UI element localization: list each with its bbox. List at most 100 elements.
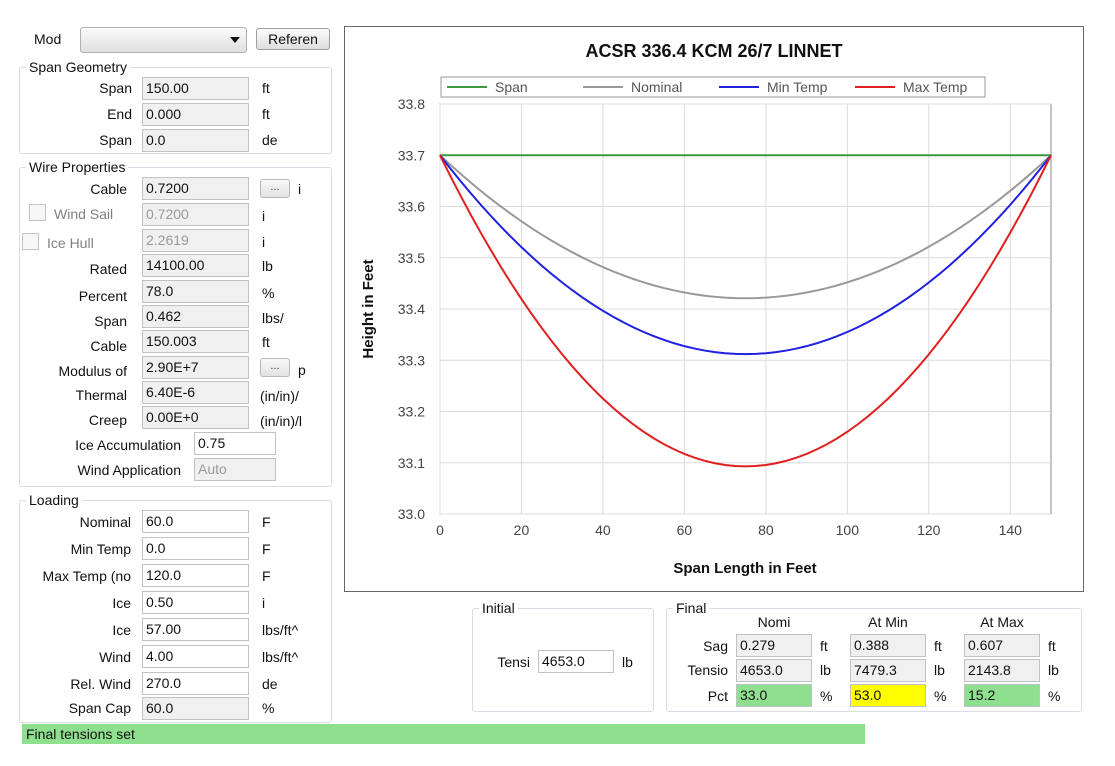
- span-length-label: Span: [99, 80, 132, 96]
- cable-length-unit: ft: [262, 334, 270, 350]
- creep-field[interactable]: 0.00E+0: [142, 406, 249, 429]
- min-temp-label: Min Temp: [70, 541, 131, 557]
- final-sag-nominal-unit: ft: [820, 638, 828, 654]
- initial-tension-unit: lb: [622, 654, 633, 670]
- y-tick-label: 33.0: [398, 506, 425, 522]
- thermal-unit: (in/in)/: [260, 388, 299, 404]
- final-sag-max-field[interactable]: 0.607: [964, 634, 1040, 657]
- ice-thickness-field[interactable]: 0.50: [142, 591, 249, 614]
- span-weight-unit: lbs/: [262, 310, 284, 326]
- chevron-down-icon: [230, 37, 240, 43]
- final-tension-nominal-field[interactable]: 4653.0: [736, 659, 812, 682]
- rated-strength-unit: lb: [262, 258, 273, 274]
- final-sag-min-unit: ft: [934, 638, 942, 654]
- final-pct-min-field[interactable]: 53.0: [850, 684, 926, 707]
- final-sag-min-field[interactable]: 0.388: [850, 634, 926, 657]
- modulus-field[interactable]: 2.90E+7: [142, 356, 249, 379]
- thermal-label: Thermal: [75, 387, 127, 403]
- percent-label: Percent: [78, 288, 127, 304]
- end-elevation-field[interactable]: 0.000: [142, 103, 249, 126]
- ice-accumulation-field[interactable]: 0.75: [194, 432, 276, 455]
- span-angle-field[interactable]: 0.0: [142, 129, 249, 152]
- final-pct-nominal-field[interactable]: 33.0: [736, 684, 812, 707]
- wind-application-field[interactable]: Auto: [194, 458, 276, 481]
- span-geometry-group: Span Geometry: [19, 59, 332, 154]
- percent-unit: %: [262, 285, 275, 301]
- span-cap-field[interactable]: 60.0: [142, 697, 249, 720]
- wind-sail-field[interactable]: 0.7200: [142, 203, 249, 226]
- final-tension-min-field[interactable]: 7479.3: [850, 659, 926, 682]
- thermal-field[interactable]: 6.40E-6: [142, 381, 249, 404]
- cable-diameter-field[interactable]: 0.7200: [142, 177, 249, 200]
- y-tick-label: 33.1: [398, 455, 425, 471]
- final-tension-max-field[interactable]: 2143.8: [964, 659, 1040, 682]
- wind-pressure-label: Wind: [99, 649, 131, 665]
- y-tick-label: 33.5: [398, 250, 425, 266]
- final-pct-min-unit: %: [934, 688, 947, 704]
- final-sag-max-unit: ft: [1048, 638, 1056, 654]
- final-pct-nominal-unit: %: [820, 688, 833, 704]
- ice-thickness-unit: i: [262, 595, 266, 611]
- legend-label: Nominal: [631, 79, 682, 95]
- final-tension-min-unit: lb: [934, 662, 945, 678]
- ice-density-field[interactable]: 57.00: [142, 618, 249, 641]
- mode-dropdown[interactable]: [80, 27, 247, 53]
- final-sag-label: Sag: [703, 638, 728, 654]
- sag-chart-panel: ACSR 336.4 KCM 26/7 LINNET Span Nominal Mi…: [344, 26, 1084, 592]
- span-weight-label: Span: [94, 313, 127, 329]
- x-tick-label: 140: [999, 522, 1023, 538]
- nominal-temp-label: Nominal: [79, 514, 131, 530]
- ice-hull-label: Ice Hull: [47, 235, 94, 251]
- percent-field[interactable]: 78.0: [142, 280, 249, 303]
- final-tension-nominal-unit: lb: [820, 662, 831, 678]
- ice-hull-checkbox[interactable]: [22, 233, 39, 250]
- chart-title: ACSR 336.4 KCM 26/7 LINNET: [585, 41, 842, 61]
- ice-density-unit: lbs/ft^: [262, 622, 299, 638]
- max-temp-field[interactable]: 120.0: [142, 564, 249, 587]
- final-sag-nominal-field[interactable]: 0.279: [736, 634, 812, 657]
- ice-accumulation-label: Ice Accumulation: [75, 437, 181, 453]
- series-line-min-temp: [439, 154, 1052, 356]
- ice-hull-field[interactable]: 2.2619: [142, 229, 249, 252]
- rated-strength-label: Rated: [89, 261, 127, 277]
- rel-wind-field[interactable]: 270.0: [142, 672, 249, 695]
- cable-browse-button[interactable]: ...: [260, 179, 290, 198]
- loading-group: Loading: [19, 492, 332, 723]
- rated-strength-field[interactable]: 14100.00: [142, 254, 249, 277]
- x-tick-label: 120: [917, 522, 941, 538]
- x-tick-label: 0: [436, 522, 444, 538]
- mode-label: Mod: [34, 31, 62, 47]
- min-temp-field[interactable]: 0.0: [142, 537, 249, 560]
- final-col-nominal: Nomi: [757, 614, 791, 630]
- wind-pressure-field[interactable]: 4.00: [142, 645, 249, 668]
- initial-tension-field[interactable]: 4653.0: [538, 650, 614, 673]
- max-temp-label: Max Temp (no: [42, 568, 131, 584]
- final-group: Final: [666, 600, 1082, 712]
- span-cap-unit: %: [262, 700, 275, 716]
- final-pct-max-field[interactable]: 15.2: [964, 684, 1040, 707]
- rel-wind-label: Rel. Wind: [70, 676, 131, 692]
- max-temp-unit: F: [262, 568, 271, 584]
- span-length-field[interactable]: 150.00: [142, 77, 249, 100]
- wind-sail-checkbox[interactable]: [29, 204, 46, 221]
- end-elevation-label: End: [107, 106, 132, 122]
- span-weight-field[interactable]: 0.462: [142, 305, 249, 328]
- chart-legend: [440, 76, 986, 98]
- reference-button[interactable]: Referen: [256, 28, 330, 50]
- nominal-temp-field[interactable]: 60.0: [142, 510, 249, 533]
- final-tension-label: Tensio: [687, 662, 728, 678]
- x-tick-label: 20: [514, 522, 530, 538]
- cable-length-field[interactable]: 150.003: [142, 330, 249, 353]
- x-tick-label: 40: [595, 522, 611, 538]
- cable-length-label: Cable: [90, 338, 127, 354]
- wire-properties-group: Wire Properties: [19, 159, 332, 487]
- end-elevation-unit: ft: [262, 106, 270, 122]
- y-tick-label: 33.3: [398, 352, 425, 368]
- wind-sail-label: Wind Sail: [54, 206, 114, 222]
- y-tick-label: 33.8: [398, 96, 425, 112]
- modulus-browse-button[interactable]: ...: [260, 358, 290, 377]
- final-pct-max-unit: %: [1048, 688, 1061, 704]
- x-tick-label: 60: [677, 522, 693, 538]
- final-title: Final: [673, 600, 710, 616]
- ice-density-label: Ice: [112, 622, 131, 638]
